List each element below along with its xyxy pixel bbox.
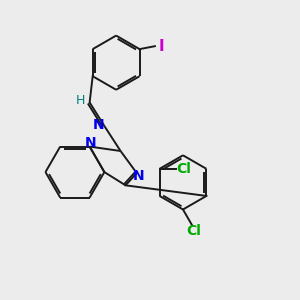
Text: N: N [132, 169, 144, 183]
Text: Cl: Cl [186, 224, 201, 238]
Text: H: H [76, 94, 85, 107]
Text: I: I [159, 39, 164, 54]
Text: N: N [93, 118, 105, 131]
Text: N: N [85, 136, 96, 150]
Text: Cl: Cl [176, 162, 191, 176]
